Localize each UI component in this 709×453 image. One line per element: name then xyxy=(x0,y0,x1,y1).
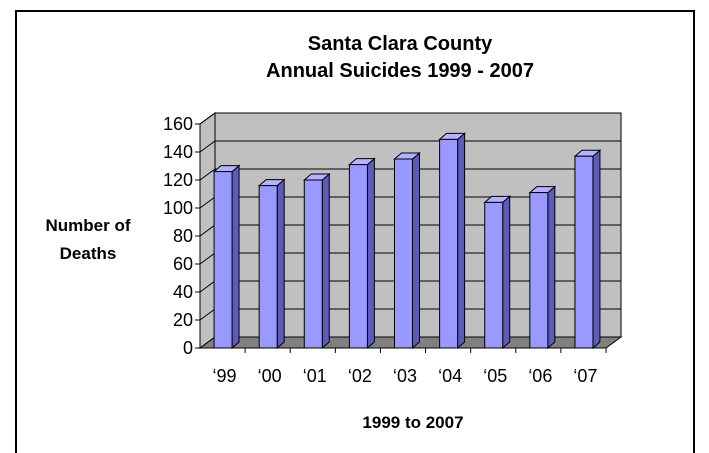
y-axis-label-line-2: Deaths xyxy=(60,244,117,263)
x-axis-label: 1999 to 2007 xyxy=(362,413,463,432)
bar-side xyxy=(366,157,375,350)
y-tick-label: 120 xyxy=(163,170,193,190)
x-tick-label: ‘02 xyxy=(348,366,372,386)
bar xyxy=(394,158,413,349)
y-tick-label: 140 xyxy=(163,142,193,162)
y-tick-label: 0 xyxy=(183,338,193,358)
bar xyxy=(258,185,278,349)
gridline xyxy=(199,140,621,153)
y-axis-label-line-1: Number of xyxy=(46,216,131,235)
x-tick-label: ‘01 xyxy=(303,366,327,386)
plot-area: 0 20 40 60 80 100 120 140 160 ‘99 ‘00 ‘01 ‘02 ‘03 ‘04 ‘… xyxy=(163,112,623,386)
y-tick-label: 100 xyxy=(163,198,193,218)
chart-title-line-2: Annual Suicides 1999 - 2007 xyxy=(266,60,534,82)
bar-side xyxy=(276,178,285,350)
y-tick-label: 40 xyxy=(173,282,193,302)
y-tick-label: 20 xyxy=(173,310,193,330)
x-tick-label: ‘04 xyxy=(438,366,462,386)
gridline xyxy=(199,112,621,125)
bar-side xyxy=(412,151,420,350)
y-tick-label: 80 xyxy=(173,226,193,246)
bar xyxy=(439,138,459,349)
x-tick-label: ‘00 xyxy=(258,366,282,386)
x-tick-label: ‘99 xyxy=(213,366,237,386)
bar xyxy=(213,171,233,349)
x-tick-label: ‘05 xyxy=(483,366,507,386)
bar xyxy=(574,155,594,349)
bar-side xyxy=(321,172,330,350)
bar-side xyxy=(592,149,601,350)
y-tick-label: 160 xyxy=(163,114,193,134)
x-tick-label: ‘03 xyxy=(393,366,417,386)
bar xyxy=(348,164,368,349)
bar-side xyxy=(502,195,511,350)
bar-side xyxy=(547,185,556,350)
x-tick-label: ‘06 xyxy=(528,366,552,386)
gridline xyxy=(199,168,621,181)
bar xyxy=(484,201,504,349)
bar xyxy=(303,179,323,349)
bar-side xyxy=(457,132,466,350)
y-tick-label: 60 xyxy=(173,254,193,274)
x-tick-label: ‘07 xyxy=(573,366,597,386)
bar xyxy=(529,192,549,349)
bar-side xyxy=(231,164,240,350)
chart-title-line-1: Santa Clara County xyxy=(308,33,493,55)
chart-frame xyxy=(15,10,695,453)
